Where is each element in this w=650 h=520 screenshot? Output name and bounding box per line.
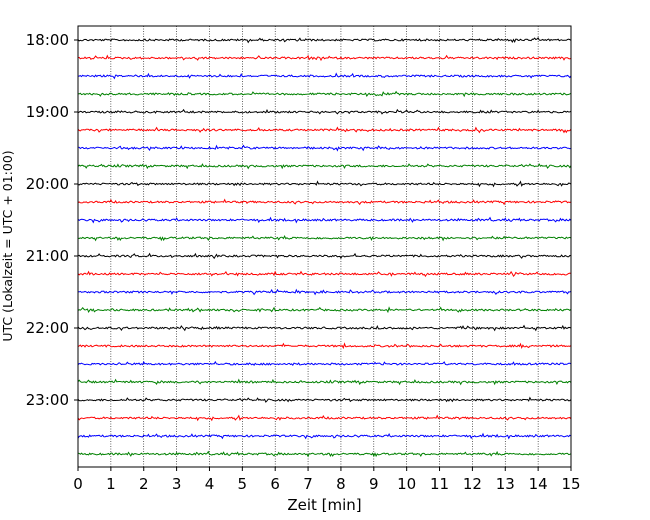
- trace-line: [77, 414, 572, 422]
- trace-line: [77, 360, 572, 367]
- trace-line: [77, 37, 572, 44]
- y-tick-label: 23:00: [26, 391, 69, 409]
- x-tick-label: 10: [397, 475, 416, 493]
- x-tick-label: 9: [369, 475, 379, 493]
- x-tick-label: 8: [336, 475, 346, 493]
- trace-line: [77, 378, 572, 386]
- plot-frame: [77, 25, 572, 468]
- x-tick-label: 5: [238, 475, 248, 493]
- y-tick-label: 19:00: [26, 103, 69, 121]
- trace-line: [77, 288, 572, 296]
- y-tick-label: 21:00: [26, 247, 69, 265]
- trace-line: [77, 324, 572, 332]
- trace-line: [77, 270, 572, 278]
- y-axis-label: UTC (Lokalzeit = UTC + 01:00): [0, 150, 15, 341]
- x-axis-ticks: 0 1 2 3 4 5 6 7 8 9 10 11 12 13 14 15: [73, 467, 581, 493]
- trace-line: [77, 252, 572, 260]
- x-tick-label: 12: [463, 475, 482, 493]
- trace-line: [77, 144, 572, 152]
- x-tick-label: 13: [496, 475, 515, 493]
- trace-line: [77, 198, 572, 206]
- y-tick-label: 20:00: [26, 175, 69, 193]
- y-tick-label: 22:00: [26, 319, 69, 337]
- grid-lines: [110, 26, 539, 467]
- x-tick-label: 1: [106, 475, 116, 493]
- trace-line: [77, 396, 572, 403]
- trace-line: [77, 108, 572, 115]
- x-axis-label: Zeit [min]: [287, 496, 361, 514]
- trace-line: [77, 432, 572, 440]
- trace-line: [77, 126, 572, 134]
- x-tick-label: 14: [529, 475, 548, 493]
- x-tick-label: 15: [561, 475, 580, 493]
- y-tick-label: 18:00: [26, 31, 69, 49]
- y-axis-ticks: 18:00 19:00 20:00 21:00 22:00 23:00: [26, 31, 78, 409]
- trace-line: [77, 306, 572, 314]
- x-tick-label: 7: [303, 475, 313, 493]
- trace-line: [77, 180, 572, 188]
- trace-line: [77, 342, 572, 350]
- trace-line: [77, 216, 572, 224]
- trace-line: [78, 72, 572, 80]
- trace-line: [77, 450, 572, 458]
- x-tick-label: 3: [172, 475, 182, 493]
- x-tick-label: 6: [270, 475, 280, 493]
- x-tick-label: 4: [205, 475, 215, 493]
- x-tick-label: 0: [73, 475, 83, 493]
- x-tick-label: 2: [139, 475, 149, 493]
- plot-area: [78, 26, 571, 467]
- trace-line: [77, 90, 572, 98]
- x-tick-label: 11: [430, 475, 449, 493]
- trace-line: [77, 163, 572, 170]
- trace-line: [77, 234, 572, 242]
- trace-group: [77, 37, 572, 458]
- trace-line: [77, 54, 572, 62]
